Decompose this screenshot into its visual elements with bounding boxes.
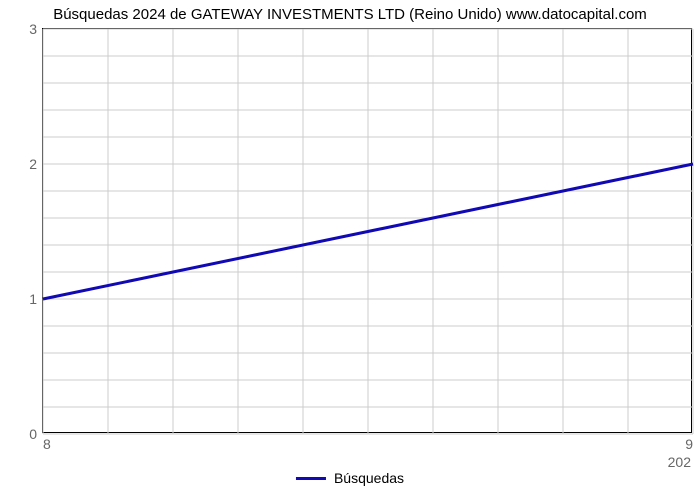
plot-area: 202 012389 [42,28,692,433]
chart-title: Búsquedas 2024 de GATEWAY INVESTMENTS LT… [0,6,700,23]
legend: Búsquedas [296,470,404,486]
chart-container: Búsquedas 2024 de GATEWAY INVESTMENTS LT… [0,0,700,500]
y-tick-label: 1 [29,291,37,307]
x-secondary-label: 202 [668,454,691,470]
y-tick-label: 3 [29,21,37,37]
x-tick-label: 9 [685,436,693,452]
y-tick-label: 2 [29,156,37,172]
x-tick-label: 8 [43,436,51,452]
legend-label: Búsquedas [334,470,404,486]
y-tick-label: 0 [29,426,37,442]
legend-swatch [296,477,326,480]
plot-svg [43,29,693,434]
